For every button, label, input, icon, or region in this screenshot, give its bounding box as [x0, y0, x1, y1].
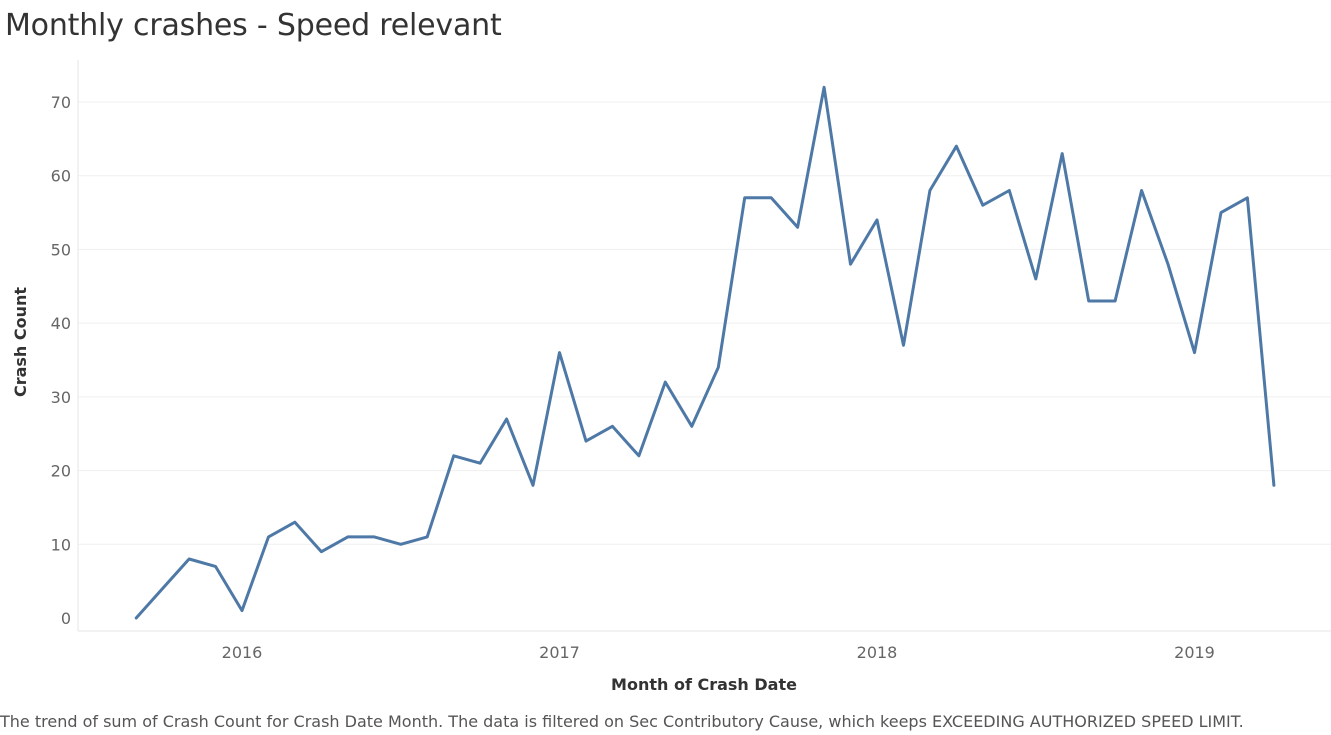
- data-point-2018-08: [1060, 152, 1064, 156]
- x-tick-labels: 2016 2017 2018 2019: [222, 643, 1215, 662]
- y-tick-labels: 0 10 20 30 40 50 60 70: [51, 93, 71, 628]
- data-point-2015-12: [214, 564, 218, 568]
- data-point-2017-07: [716, 365, 720, 369]
- data-point-2017-09: [769, 196, 773, 200]
- data-point-2016-10: [478, 461, 482, 465]
- data-point-2016-11: [505, 417, 509, 421]
- data-point-2017-02: [584, 439, 588, 443]
- data-point-2018-07: [1034, 277, 1038, 281]
- data-point-2017-06: [690, 424, 694, 428]
- data-point-2017-10: [796, 225, 800, 229]
- data-point-2016-05: [346, 535, 350, 539]
- y-tick-label: 30: [51, 388, 71, 407]
- data-point-2018-03: [928, 189, 932, 193]
- y-tick-label: 70: [51, 93, 71, 112]
- x-tick-label: 2017: [539, 643, 580, 662]
- data-point-2018-05: [981, 203, 985, 207]
- gridlines: [78, 102, 1331, 544]
- data-point-2019-02: [1219, 211, 1223, 215]
- x-tick-label: 2018: [857, 643, 898, 662]
- data-point-2017-04: [637, 454, 641, 458]
- data-point-2015-09: [134, 616, 138, 620]
- x-tick-label: 2019: [1174, 643, 1215, 662]
- data-point-2017-05: [663, 380, 667, 384]
- data-point-2015-10: [161, 587, 165, 591]
- y-tick-label: 40: [51, 314, 71, 333]
- data-point-2016-04: [319, 550, 323, 554]
- y-tick-label: 50: [51, 240, 71, 259]
- data-point-2017-01: [558, 351, 562, 355]
- data-point-2016-03: [293, 520, 297, 524]
- data-point-2017-03: [610, 424, 614, 428]
- data-point-2018-02: [902, 343, 906, 347]
- series-line-crash-count: [136, 87, 1274, 618]
- x-axis-title: Month of Crash Date: [611, 675, 797, 694]
- y-axis-title: Crash Count: [11, 287, 30, 397]
- y-tick-label: 60: [51, 167, 71, 186]
- data-point-2017-08: [743, 196, 747, 200]
- data-point-2018-10: [1113, 299, 1117, 303]
- data-point-2016-01: [240, 609, 244, 613]
- data-point-2018-04: [954, 144, 958, 148]
- data-point-2018-11: [1140, 189, 1144, 193]
- y-tick-label: 20: [51, 462, 71, 481]
- data-point-2019-01: [1193, 351, 1197, 355]
- data-point-2018-01: [875, 218, 879, 222]
- data-point-2018-12: [1166, 262, 1170, 266]
- data-point-2016-12: [531, 483, 535, 487]
- chart-caption: The trend of sum of Crash Count for Cras…: [0, 712, 1244, 731]
- data-point-2016-06: [372, 535, 376, 539]
- y-tick-label: 10: [51, 535, 71, 554]
- data-point-2018-09: [1087, 299, 1091, 303]
- y-tick-label: 0: [61, 609, 71, 628]
- data-point-2017-11: [822, 85, 826, 89]
- data-point-2019-04: [1272, 483, 1276, 487]
- x-tick-label: 2016: [222, 643, 263, 662]
- data-point-2017-12: [849, 262, 853, 266]
- data-point-2016-02: [267, 535, 271, 539]
- data-point-2015-11: [187, 557, 191, 561]
- data-point-2016-08: [425, 535, 429, 539]
- data-point-2016-09: [452, 454, 456, 458]
- data-points: [134, 85, 1276, 620]
- data-point-2018-06: [1007, 189, 1011, 193]
- data-point-2019-03: [1245, 196, 1249, 200]
- data-point-2016-07: [399, 542, 403, 546]
